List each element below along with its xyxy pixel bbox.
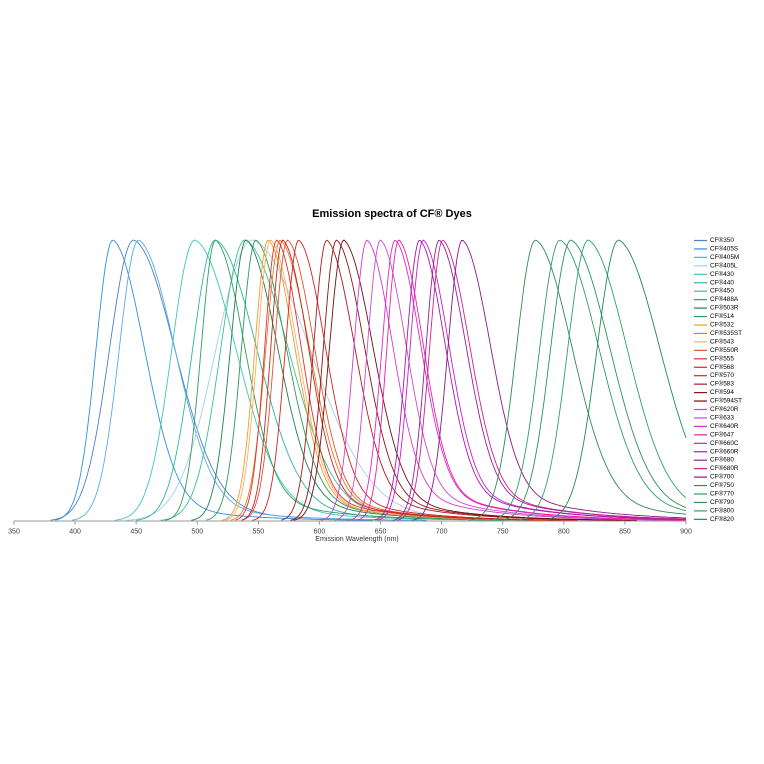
legend-label: CF®535ST (710, 329, 742, 337)
x-tick-label: 550 (253, 529, 265, 536)
spectrum-curve-CF405S (55, 239, 373, 521)
legend-label: CF®550R (710, 346, 739, 354)
spectrum-curve-CF700 (412, 239, 687, 521)
legend-label: CF®660R (710, 447, 739, 455)
legend-label: CF®770 (710, 490, 734, 498)
spectrum-curve-CF430 (114, 239, 509, 521)
x-axis-label: Emission Wavelength (nm) (315, 536, 399, 543)
legend-label: CF®583 (710, 380, 734, 388)
spectrum-curve-CF660R (374, 240, 686, 521)
legend-label: CF®633 (710, 413, 734, 421)
x-tick-label: 650 (375, 529, 387, 536)
spectrum-curve-CF790 (499, 239, 687, 521)
legend-label: CF®503R (710, 304, 739, 312)
x-tick-label: 350 (8, 529, 20, 536)
spectrum-curve-CF488A (165, 239, 515, 521)
legend-label: CF®620R (710, 405, 739, 413)
legend-label: CF®405S (710, 244, 738, 252)
legend-label: CF®568 (710, 363, 734, 371)
spectrum-curve-CF770 (488, 239, 687, 521)
legend-label: CF®750 (710, 481, 734, 489)
spectrum-curve-CF440 (136, 239, 531, 521)
spectrum-curve-CF820 (543, 239, 687, 521)
x-tick-label: 800 (558, 529, 570, 536)
x-tick-label: 450 (130, 529, 142, 536)
spectrum-curve-CF640R (349, 240, 686, 521)
legend-label: CF®555 (710, 354, 734, 362)
spectrum-curve-CF680R (397, 239, 687, 521)
x-tick-label: 600 (314, 529, 326, 536)
legend-label: CF®350 (710, 236, 734, 244)
legend-label: CF®640R (710, 422, 739, 430)
legend-label: CF®790 (710, 498, 734, 506)
x-tick-label: 900 (680, 529, 692, 536)
legend-label: CF®543 (710, 337, 734, 345)
legend-label: CF®488A (710, 295, 739, 303)
legend-label: CF®405L (710, 261, 738, 269)
legend-label: CF®450 (710, 287, 734, 295)
legend-label: CF®820 (710, 515, 734, 523)
legend-label: CF®680R (710, 464, 739, 472)
legend-label: CF®514 (710, 312, 734, 320)
legend-label: CF®430 (710, 270, 734, 278)
chart-title: Emission spectra of CF® Dyes (312, 208, 472, 220)
legend-label: CF®700 (710, 473, 734, 481)
spectrum-curve-CF405M (71, 239, 422, 521)
legend-label: CF®405M (710, 253, 739, 261)
legend-label: CF®647 (710, 430, 734, 438)
spectrum-curve-CF800 (516, 239, 687, 521)
x-tick-label: 750 (497, 529, 509, 536)
x-tick-label: 500 (191, 529, 203, 536)
legend-label: CF®532 (710, 321, 734, 329)
legend-label: CF®594ST (710, 397, 742, 405)
spectrum-curve-CF583 (281, 239, 621, 521)
legend-label: CF®680 (710, 456, 734, 464)
legend-label: CF®800 (710, 506, 734, 514)
legend-label: CF®660C (710, 439, 739, 447)
legend-label: CF®594 (710, 388, 734, 396)
x-tick-label: 850 (619, 529, 631, 536)
x-tick-label: 700 (436, 529, 448, 536)
legend-label: CF®440 (710, 278, 734, 286)
spectrum-curve-CF750 (469, 239, 687, 521)
spectrum-curve-CF570 (241, 239, 561, 521)
x-tick-label: 400 (69, 529, 81, 536)
spectrum-curve-CF594ST (293, 239, 638, 521)
legend-label: CF®570 (710, 371, 734, 379)
